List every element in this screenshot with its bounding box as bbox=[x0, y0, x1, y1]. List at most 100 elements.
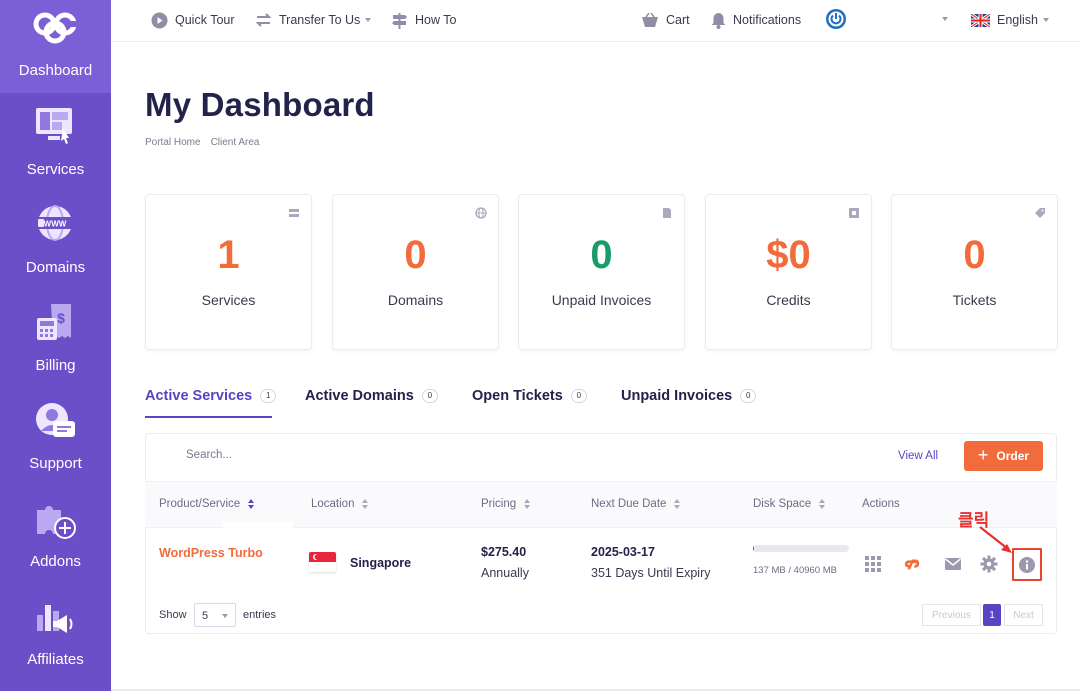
column-header-pricing[interactable]: Pricing bbox=[481, 498, 531, 510]
billing-cycle-text: Annually bbox=[481, 566, 529, 580]
sidebar-item-label: Domains bbox=[25, 259, 86, 276]
sort-icon bbox=[524, 499, 531, 509]
stat-card-tickets[interactable]: 0 Tickets bbox=[891, 194, 1058, 350]
transfer-label: Transfer To Us bbox=[279, 13, 361, 27]
play-circle-icon bbox=[151, 12, 168, 28]
singapore-flag-icon bbox=[309, 552, 336, 572]
search-input[interactable]: Search... bbox=[186, 449, 233, 461]
column-header-actions: Actions bbox=[862, 498, 900, 510]
stat-label: Credits bbox=[766, 292, 811, 308]
sidebar-item-affiliates[interactable]: Affiliates bbox=[0, 591, 111, 689]
order-label: Order bbox=[996, 449, 1030, 463]
stat-card-domains[interactable]: 0 Domains bbox=[332, 194, 499, 350]
tab-count-badge: 1 bbox=[260, 389, 277, 403]
basket-icon bbox=[642, 12, 658, 27]
stat-value: 0 bbox=[963, 233, 986, 277]
order-button[interactable]: + Order bbox=[964, 441, 1043, 471]
sidebar-item-billing[interactable]: $ Billing bbox=[0, 297, 111, 395]
stat-value: 0 bbox=[590, 233, 613, 277]
info-icon[interactable] bbox=[1018, 556, 1036, 574]
chevron-down-icon bbox=[1043, 18, 1049, 22]
language-label: English bbox=[997, 13, 1038, 27]
sidebar-item-label: Affiliates bbox=[27, 651, 84, 668]
entries-label: entries bbox=[243, 609, 277, 621]
transfer-dropdown[interactable]: Transfer To Us bbox=[255, 11, 372, 29]
expiry-text: 351 Days Until Expiry bbox=[591, 566, 711, 580]
notifications-link[interactable]: Notifications bbox=[711, 11, 801, 29]
location-text: Singapore bbox=[350, 556, 412, 570]
cart-label: Cart bbox=[666, 13, 690, 27]
globe-icon bbox=[475, 207, 487, 219]
document-icon bbox=[663, 208, 671, 218]
sort-icon bbox=[819, 499, 826, 509]
product-name-link[interactable]: WordPress Turbo bbox=[159, 546, 263, 560]
sort-icon bbox=[248, 499, 255, 509]
tab-label: Active Domains bbox=[305, 388, 414, 404]
pagination-next[interactable]: Next bbox=[1004, 604, 1043, 626]
gear-icon[interactable] bbox=[980, 555, 998, 573]
account-chevron-icon[interactable] bbox=[942, 17, 948, 21]
bell-icon bbox=[711, 12, 726, 29]
pagination-current-page[interactable]: 1 bbox=[983, 604, 1001, 626]
view-all-link[interactable]: View All bbox=[898, 450, 939, 462]
sidebar-item-label: Support bbox=[29, 455, 82, 472]
stat-value: 1 bbox=[217, 233, 240, 277]
how-to-link[interactable]: How To bbox=[391, 11, 456, 29]
stat-card-credits[interactable]: $0 Credits bbox=[705, 194, 872, 350]
column-header-location[interactable]: Location bbox=[311, 498, 369, 510]
stat-value: $0 bbox=[766, 233, 811, 277]
tab-active-domains[interactable]: Active Domains 0 bbox=[305, 388, 438, 418]
column-label: Disk Space bbox=[753, 498, 812, 510]
stat-label: Domains bbox=[387, 292, 444, 308]
column-header-disk-space[interactable]: Disk Space bbox=[753, 498, 826, 510]
services-table-panel bbox=[145, 433, 1057, 634]
sidebar-item-label: Addons bbox=[30, 553, 81, 570]
stat-label: Services bbox=[201, 292, 256, 308]
www-globe-icon: WWW bbox=[37, 205, 73, 241]
click-annotation: 클릭 bbox=[958, 511, 990, 530]
page-size-select[interactable]: 5 bbox=[194, 603, 236, 627]
pagination-previous[interactable]: Previous bbox=[922, 604, 981, 626]
stat-card-unpaid-invoices[interactable]: 0 Unpaid Invoices bbox=[518, 194, 685, 350]
sidebar-item-addons[interactable]: Addons bbox=[0, 493, 111, 591]
active-tab-indicator bbox=[145, 416, 272, 418]
sidebar-item-services[interactable]: Services bbox=[0, 100, 111, 198]
cpanel-icon[interactable] bbox=[903, 555, 921, 573]
sidebar-item-dashboard[interactable]: Dashboard bbox=[0, 0, 111, 93]
uk-flag-icon bbox=[971, 13, 990, 27]
top-bar bbox=[111, 0, 1080, 42]
email-icon[interactable] bbox=[944, 555, 962, 573]
puzzle-plus-icon bbox=[37, 506, 76, 539]
sidebar-item-support[interactable]: Support bbox=[0, 395, 111, 493]
sidebar-item-domains[interactable]: WWW Domains bbox=[0, 198, 111, 296]
breadcrumb: Portal Home Client Area bbox=[145, 137, 260, 148]
credit-icon bbox=[849, 208, 859, 218]
page-size-value: 5 bbox=[202, 610, 209, 622]
stat-label: Unpaid Invoices bbox=[551, 292, 652, 308]
power-icon[interactable] bbox=[825, 8, 847, 30]
monitor-icon bbox=[36, 108, 72, 144]
tab-active-services[interactable]: Active Services 1 bbox=[145, 388, 277, 418]
breadcrumb-portal-home[interactable]: Portal Home bbox=[145, 137, 201, 148]
cart-link[interactable]: Cart bbox=[641, 11, 690, 29]
column-label: Pricing bbox=[481, 498, 517, 510]
tab-unpaid-invoices[interactable]: Unpaid Invoices 0 bbox=[621, 388, 757, 418]
svg-text:WWW: WWW bbox=[44, 220, 67, 229]
highlight-box bbox=[1012, 548, 1042, 581]
due-date-text: 2025-03-17 bbox=[591, 545, 655, 559]
support-agent-icon bbox=[36, 403, 75, 437]
column-label: Location bbox=[311, 498, 355, 510]
chart-megaphone-icon bbox=[37, 605, 73, 633]
language-dropdown[interactable]: English bbox=[971, 11, 1049, 29]
grid-menu-icon[interactable] bbox=[864, 555, 882, 573]
page-title: My Dashboard bbox=[145, 86, 375, 123]
stat-card-services[interactable]: 1 Services bbox=[145, 194, 312, 350]
column-header-product[interactable]: Product/Service bbox=[159, 498, 255, 510]
server-icon bbox=[289, 209, 299, 217]
sort-icon bbox=[362, 499, 369, 509]
stat-value: 0 bbox=[404, 233, 427, 277]
tab-open-tickets[interactable]: Open Tickets 0 bbox=[472, 388, 587, 418]
quick-tour-link[interactable]: Quick Tour bbox=[151, 11, 235, 29]
column-header-next-due-date[interactable]: Next Due Date bbox=[591, 498, 681, 510]
signpost-icon bbox=[392, 12, 407, 29]
